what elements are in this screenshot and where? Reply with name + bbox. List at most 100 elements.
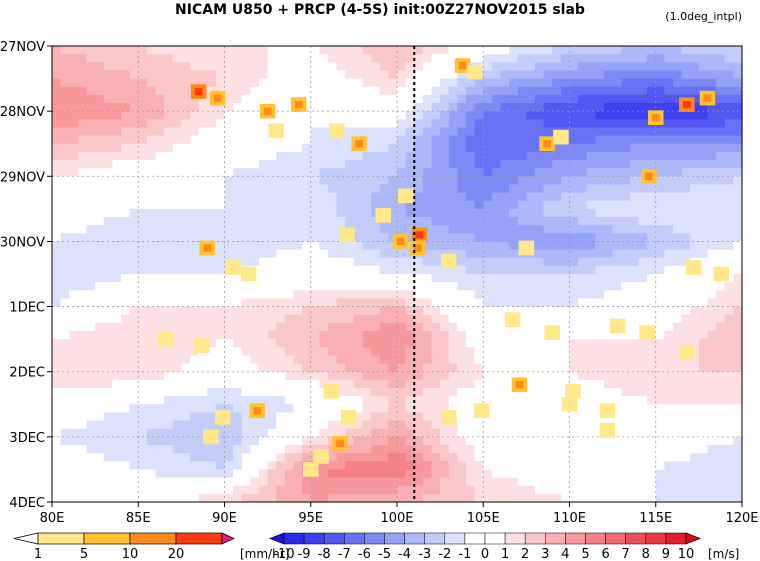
u850-cell bbox=[664, 436, 674, 446]
u850-cell bbox=[491, 135, 502, 145]
u850-cell bbox=[457, 445, 467, 454]
u850-cell bbox=[336, 322, 346, 332]
u850-cell bbox=[681, 184, 691, 194]
u850-cell bbox=[457, 233, 467, 243]
u850-cell bbox=[276, 62, 286, 72]
u850-cell bbox=[405, 436, 415, 446]
u850-cell bbox=[457, 469, 467, 479]
u850-cell bbox=[543, 103, 553, 112]
u850-cell bbox=[207, 168, 217, 177]
u850-cell bbox=[95, 445, 105, 454]
u850-cell bbox=[414, 298, 424, 308]
u850-cell bbox=[448, 265, 458, 275]
u850-cell bbox=[121, 445, 131, 454]
u850-cell bbox=[371, 127, 381, 137]
u850-cell bbox=[724, 86, 734, 96]
u850-cell bbox=[250, 70, 260, 80]
u850-cell bbox=[673, 363, 683, 373]
u850-cell bbox=[172, 46, 182, 55]
prcp-core bbox=[355, 140, 363, 148]
u850-cell bbox=[422, 160, 433, 169]
u850-cell bbox=[215, 119, 226, 129]
u850-cell bbox=[431, 306, 441, 316]
u850-cell bbox=[60, 469, 70, 479]
u850-cell bbox=[190, 208, 200, 218]
u850-cell bbox=[716, 103, 726, 112]
u850-cell bbox=[146, 78, 157, 88]
u850-cell bbox=[612, 404, 622, 414]
u850-cell bbox=[595, 347, 605, 357]
u850-cell bbox=[664, 485, 674, 495]
u850-cell bbox=[491, 477, 502, 487]
u850-cell bbox=[129, 135, 139, 145]
u850-cell bbox=[276, 257, 286, 267]
u850-cell bbox=[60, 412, 70, 422]
u850-cell bbox=[629, 70, 640, 80]
u850-cell bbox=[560, 249, 571, 259]
u850-cell bbox=[707, 379, 717, 389]
u850-cell bbox=[362, 290, 372, 300]
u850-cell bbox=[207, 396, 217, 405]
u850-cell bbox=[595, 176, 605, 186]
u850-cell bbox=[362, 143, 372, 153]
u850-cell bbox=[491, 127, 502, 137]
u850-cell bbox=[647, 485, 657, 495]
u850-cell bbox=[103, 233, 113, 243]
u850-cell bbox=[457, 404, 467, 414]
u850-cell bbox=[664, 493, 674, 503]
u850-cell bbox=[86, 46, 96, 55]
u850-cell bbox=[733, 379, 743, 389]
u850-cell bbox=[638, 208, 648, 218]
u850-cell bbox=[526, 111, 536, 120]
u850-cell bbox=[716, 485, 726, 495]
u850-cell bbox=[336, 306, 346, 316]
u850-cell bbox=[474, 339, 484, 348]
u850-cell bbox=[379, 461, 389, 471]
u850-cell bbox=[52, 347, 62, 357]
u850-cell bbox=[621, 111, 631, 120]
u850-cell bbox=[198, 176, 208, 186]
u850-cell bbox=[293, 428, 303, 438]
u850-cell bbox=[198, 168, 208, 177]
u850-cell bbox=[698, 225, 709, 234]
u850-cell bbox=[267, 143, 277, 153]
u850-cell bbox=[509, 453, 519, 462]
u850-cell bbox=[414, 420, 424, 430]
u850-cell bbox=[155, 274, 165, 283]
u850-cell bbox=[716, 404, 726, 414]
u850-cell bbox=[86, 322, 96, 332]
u850-cell bbox=[181, 62, 191, 72]
u850-cell bbox=[724, 119, 734, 129]
u850-cell bbox=[276, 54, 286, 63]
u850-cell bbox=[629, 331, 640, 340]
u850-cell bbox=[95, 485, 105, 495]
u850-cell bbox=[319, 412, 329, 422]
u850-cell bbox=[724, 151, 734, 161]
u850-cell bbox=[164, 86, 174, 96]
u850-cell bbox=[552, 388, 562, 397]
u850-cell bbox=[457, 119, 467, 129]
u850-cell bbox=[690, 412, 700, 422]
u850-cell bbox=[448, 355, 458, 365]
u850-cell bbox=[310, 225, 320, 234]
u850-cell bbox=[664, 233, 674, 243]
u850-cell bbox=[172, 160, 182, 169]
u850-cell bbox=[638, 453, 648, 462]
u850-cell bbox=[129, 493, 139, 503]
u850-cell bbox=[362, 363, 372, 373]
u850-cell bbox=[293, 54, 303, 63]
u850-cell bbox=[69, 225, 79, 234]
u850-cell bbox=[198, 143, 208, 153]
u850-cell bbox=[405, 363, 415, 373]
u850-cell bbox=[181, 485, 191, 495]
u850-cell bbox=[457, 86, 467, 96]
u850-cell bbox=[690, 388, 700, 397]
u850-cell bbox=[146, 314, 157, 324]
u850-cell bbox=[690, 363, 700, 373]
u850-cell bbox=[77, 477, 88, 487]
u850-cell bbox=[647, 78, 657, 88]
prcp-swatch bbox=[83, 532, 131, 545]
u850-cell bbox=[517, 274, 527, 283]
u850-cell bbox=[526, 46, 536, 55]
u850-cell bbox=[198, 314, 208, 324]
